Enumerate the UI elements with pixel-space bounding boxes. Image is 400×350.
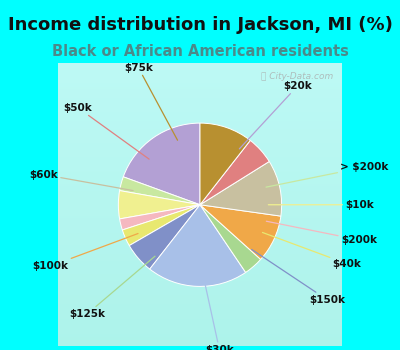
Text: $200k: $200k [266, 221, 377, 245]
Text: Income distribution in Jackson, MI (%): Income distribution in Jackson, MI (%) [8, 16, 392, 34]
Wedge shape [122, 205, 200, 246]
Wedge shape [120, 177, 200, 205]
Text: $125k: $125k [69, 256, 155, 319]
Wedge shape [150, 205, 246, 286]
Wedge shape [200, 140, 269, 205]
Text: $30k: $30k [203, 273, 234, 350]
Text: $10k: $10k [268, 200, 374, 210]
Text: $100k: $100k [32, 233, 138, 271]
Text: $75k: $75k [124, 63, 178, 140]
Wedge shape [123, 123, 200, 205]
Text: $50k: $50k [63, 103, 149, 159]
Wedge shape [118, 190, 200, 219]
Text: $60k: $60k [29, 169, 133, 191]
Wedge shape [120, 205, 200, 230]
Text: $150k: $150k [252, 250, 346, 305]
Wedge shape [200, 205, 261, 272]
Text: $20k: $20k [239, 81, 312, 149]
Text: Black or African American residents: Black or African American residents [52, 44, 348, 59]
Text: > $200k: > $200k [266, 162, 388, 187]
Wedge shape [129, 205, 200, 269]
Wedge shape [200, 205, 281, 259]
Text: $40k: $40k [262, 232, 362, 269]
Wedge shape [200, 161, 282, 216]
Wedge shape [200, 123, 250, 205]
Text: ⓘ City-Data.com: ⓘ City-Data.com [261, 71, 333, 80]
